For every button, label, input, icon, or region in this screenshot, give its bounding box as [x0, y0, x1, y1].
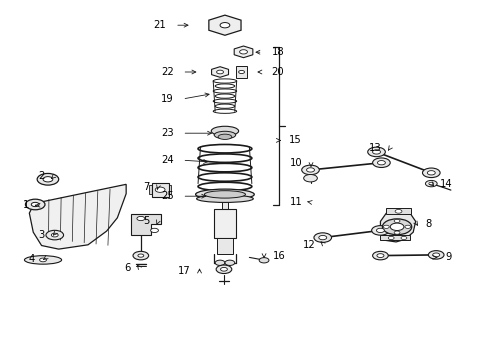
Bar [235, 66, 247, 78]
Ellipse shape [371, 226, 388, 235]
Text: 3: 3 [39, 230, 45, 240]
Ellipse shape [400, 237, 406, 239]
Ellipse shape [218, 134, 231, 139]
Ellipse shape [376, 228, 384, 233]
Ellipse shape [427, 251, 443, 259]
Ellipse shape [432, 253, 439, 257]
Polygon shape [29, 184, 126, 249]
Ellipse shape [393, 231, 399, 234]
Ellipse shape [422, 168, 439, 177]
Ellipse shape [393, 219, 399, 222]
Text: 12: 12 [302, 240, 315, 250]
Text: 22: 22 [161, 67, 173, 77]
Polygon shape [211, 67, 228, 77]
Ellipse shape [46, 230, 63, 240]
Ellipse shape [382, 219, 411, 235]
Ellipse shape [195, 189, 254, 200]
Bar [151, 183, 168, 197]
Bar [386, 208, 410, 214]
Ellipse shape [372, 150, 380, 154]
Ellipse shape [318, 235, 326, 240]
Text: 10: 10 [289, 158, 302, 168]
Text: 7: 7 [142, 182, 149, 192]
Text: 11: 11 [289, 197, 302, 207]
Ellipse shape [238, 71, 244, 73]
Ellipse shape [204, 191, 245, 198]
Text: 16: 16 [272, 251, 285, 261]
Bar [168, 185, 171, 194]
Text: 17: 17 [178, 266, 190, 276]
Ellipse shape [313, 233, 331, 242]
Ellipse shape [383, 225, 388, 228]
Text: 13: 13 [368, 143, 381, 153]
Ellipse shape [43, 177, 53, 182]
Ellipse shape [51, 233, 58, 237]
Text: 6: 6 [124, 263, 131, 273]
Text: 24: 24 [161, 155, 173, 165]
Ellipse shape [427, 171, 434, 175]
Text: 2: 2 [39, 171, 45, 181]
Polygon shape [208, 15, 241, 35]
Text: 25: 25 [161, 191, 173, 201]
Ellipse shape [259, 258, 268, 263]
Bar [221, 195, 228, 209]
Ellipse shape [306, 168, 314, 172]
Ellipse shape [376, 254, 383, 257]
Bar [214, 209, 235, 238]
Ellipse shape [216, 265, 231, 274]
Ellipse shape [428, 182, 433, 185]
Text: 4: 4 [29, 254, 35, 264]
Ellipse shape [40, 258, 46, 262]
Ellipse shape [377, 161, 385, 165]
Ellipse shape [394, 210, 401, 213]
Ellipse shape [372, 251, 387, 260]
Text: 5: 5 [142, 216, 149, 226]
Text: 18: 18 [271, 47, 284, 57]
Ellipse shape [138, 254, 143, 257]
Ellipse shape [425, 180, 436, 187]
Text: 14: 14 [439, 179, 452, 189]
Ellipse shape [24, 256, 61, 264]
Text: 19: 19 [161, 94, 173, 104]
Ellipse shape [367, 147, 385, 157]
Ellipse shape [239, 50, 247, 54]
Polygon shape [380, 210, 415, 242]
Ellipse shape [220, 267, 227, 271]
Text: 1: 1 [23, 200, 29, 210]
Ellipse shape [133, 251, 148, 260]
Ellipse shape [224, 260, 234, 265]
Polygon shape [131, 214, 161, 235]
Text: 20: 20 [271, 67, 284, 77]
Ellipse shape [214, 131, 235, 139]
Ellipse shape [37, 174, 59, 185]
Ellipse shape [137, 216, 144, 221]
Ellipse shape [301, 165, 319, 175]
Ellipse shape [25, 199, 45, 210]
Ellipse shape [220, 23, 229, 28]
Text: 9: 9 [444, 252, 450, 262]
Ellipse shape [216, 70, 223, 74]
Ellipse shape [303, 175, 317, 182]
Bar [380, 235, 409, 240]
Bar [149, 185, 152, 194]
Ellipse shape [150, 228, 158, 233]
Text: 15: 15 [288, 135, 301, 145]
Ellipse shape [389, 223, 403, 230]
Text: 21: 21 [153, 20, 166, 30]
Ellipse shape [372, 158, 389, 167]
Ellipse shape [404, 225, 410, 228]
Ellipse shape [196, 195, 253, 202]
Ellipse shape [387, 237, 393, 239]
Bar [217, 238, 232, 254]
Text: 8: 8 [425, 219, 431, 229]
Ellipse shape [211, 126, 238, 136]
Polygon shape [234, 46, 252, 58]
Ellipse shape [31, 202, 39, 207]
Ellipse shape [155, 187, 164, 192]
Text: 23: 23 [161, 128, 173, 138]
Ellipse shape [215, 260, 224, 265]
